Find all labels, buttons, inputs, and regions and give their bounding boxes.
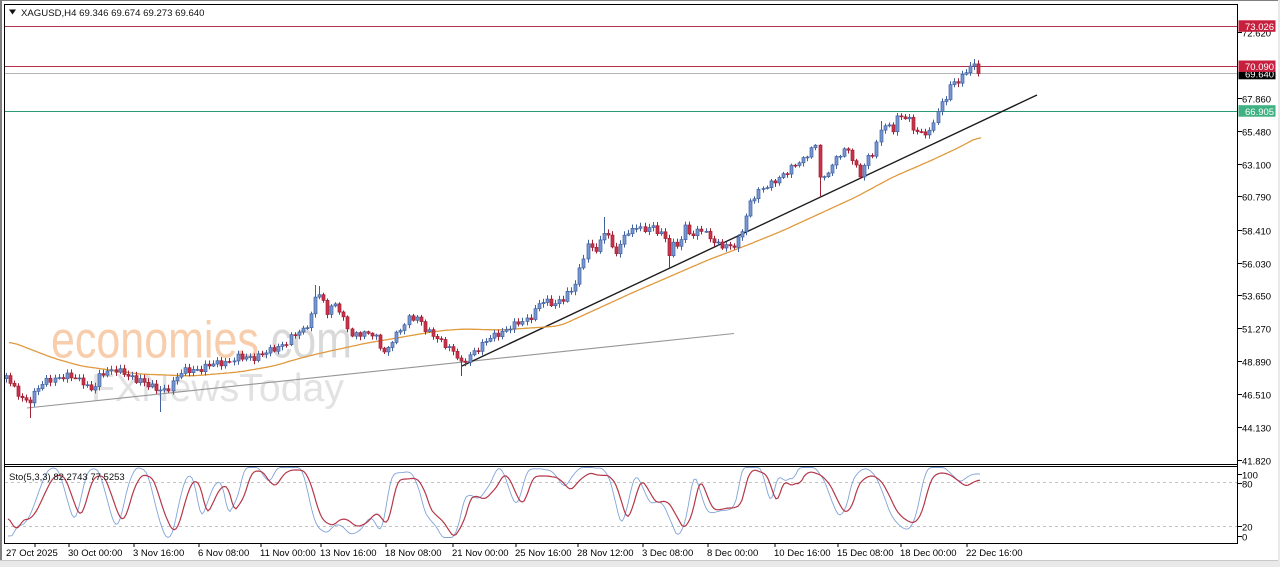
svg-text:51.270: 51.270 (1242, 325, 1271, 336)
svg-text:72.620: 72.620 (1242, 29, 1271, 40)
svg-text:6 Nov 08:00: 6 Nov 08:00 (198, 548, 249, 559)
svg-text:22 Dec 16:00: 22 Dec 16:00 (966, 548, 1023, 559)
svg-text:66.905: 66.905 (1245, 107, 1274, 118)
svg-text:58.410: 58.410 (1242, 227, 1271, 238)
svg-text:18 Nov 08:00: 18 Nov 08:00 (385, 548, 442, 559)
svg-text:Sto(5,3,3) 82.2743 77.5253: Sto(5,3,3) 82.2743 77.5253 (9, 472, 125, 483)
svg-text:53.650: 53.650 (1242, 292, 1271, 303)
svg-text:48.890: 48.890 (1242, 358, 1271, 369)
svg-text:3 Nov 16:00: 3 Nov 16:00 (133, 548, 184, 559)
svg-text:44.130: 44.130 (1242, 424, 1271, 435)
svg-text:56.030: 56.030 (1242, 260, 1271, 271)
svg-text:65.480: 65.480 (1242, 128, 1271, 139)
svg-text:69.640: 69.640 (1245, 70, 1274, 81)
svg-text:100: 100 (1242, 471, 1258, 482)
svg-text:economies.com: economies.com (51, 312, 352, 370)
svg-text:46.510: 46.510 (1242, 391, 1271, 402)
svg-text:20: 20 (1242, 523, 1253, 534)
svg-text:18 Dec 00:00: 18 Dec 00:00 (900, 548, 957, 559)
svg-text:70.090: 70.090 (1245, 62, 1274, 73)
svg-text:15 Dec 08:00: 15 Dec 08:00 (837, 548, 894, 559)
svg-text:41.820: 41.820 (1242, 457, 1271, 468)
svg-text:25 Nov 16:00: 25 Nov 16:00 (515, 548, 572, 559)
svg-text:30 Oct 00:00: 30 Oct 00:00 (68, 548, 122, 559)
svg-text:21 Nov 00:00: 21 Nov 00:00 (452, 548, 509, 559)
svg-text:XAGUSD,H4 69.346 69.674 69.27: XAGUSD,H4 69.346 69.674 69.273 69.640 (21, 8, 204, 19)
svg-text:73.026: 73.026 (1245, 22, 1274, 33)
svg-text:8 Dec 00:00: 8 Dec 00:00 (707, 548, 758, 559)
svg-text:60.790: 60.790 (1242, 193, 1271, 204)
svg-text:80: 80 (1242, 480, 1253, 491)
svg-text:0: 0 (1242, 533, 1247, 544)
svg-text:67.860: 67.860 (1242, 95, 1271, 106)
svg-text:11 Nov 00:00: 11 Nov 00:00 (260, 548, 316, 559)
svg-text:3 Dec 08:00: 3 Dec 08:00 (642, 548, 693, 559)
svg-text:27 Oct 2025: 27 Oct 2025 (6, 548, 58, 559)
svg-text:28 Nov 12:00: 28 Nov 12:00 (577, 548, 634, 559)
svg-text:13 Nov 16:00: 13 Nov 16:00 (320, 548, 377, 559)
svg-text:63.100: 63.100 (1242, 161, 1271, 172)
svg-text:10 Dec 16:00: 10 Dec 16:00 (774, 548, 831, 559)
